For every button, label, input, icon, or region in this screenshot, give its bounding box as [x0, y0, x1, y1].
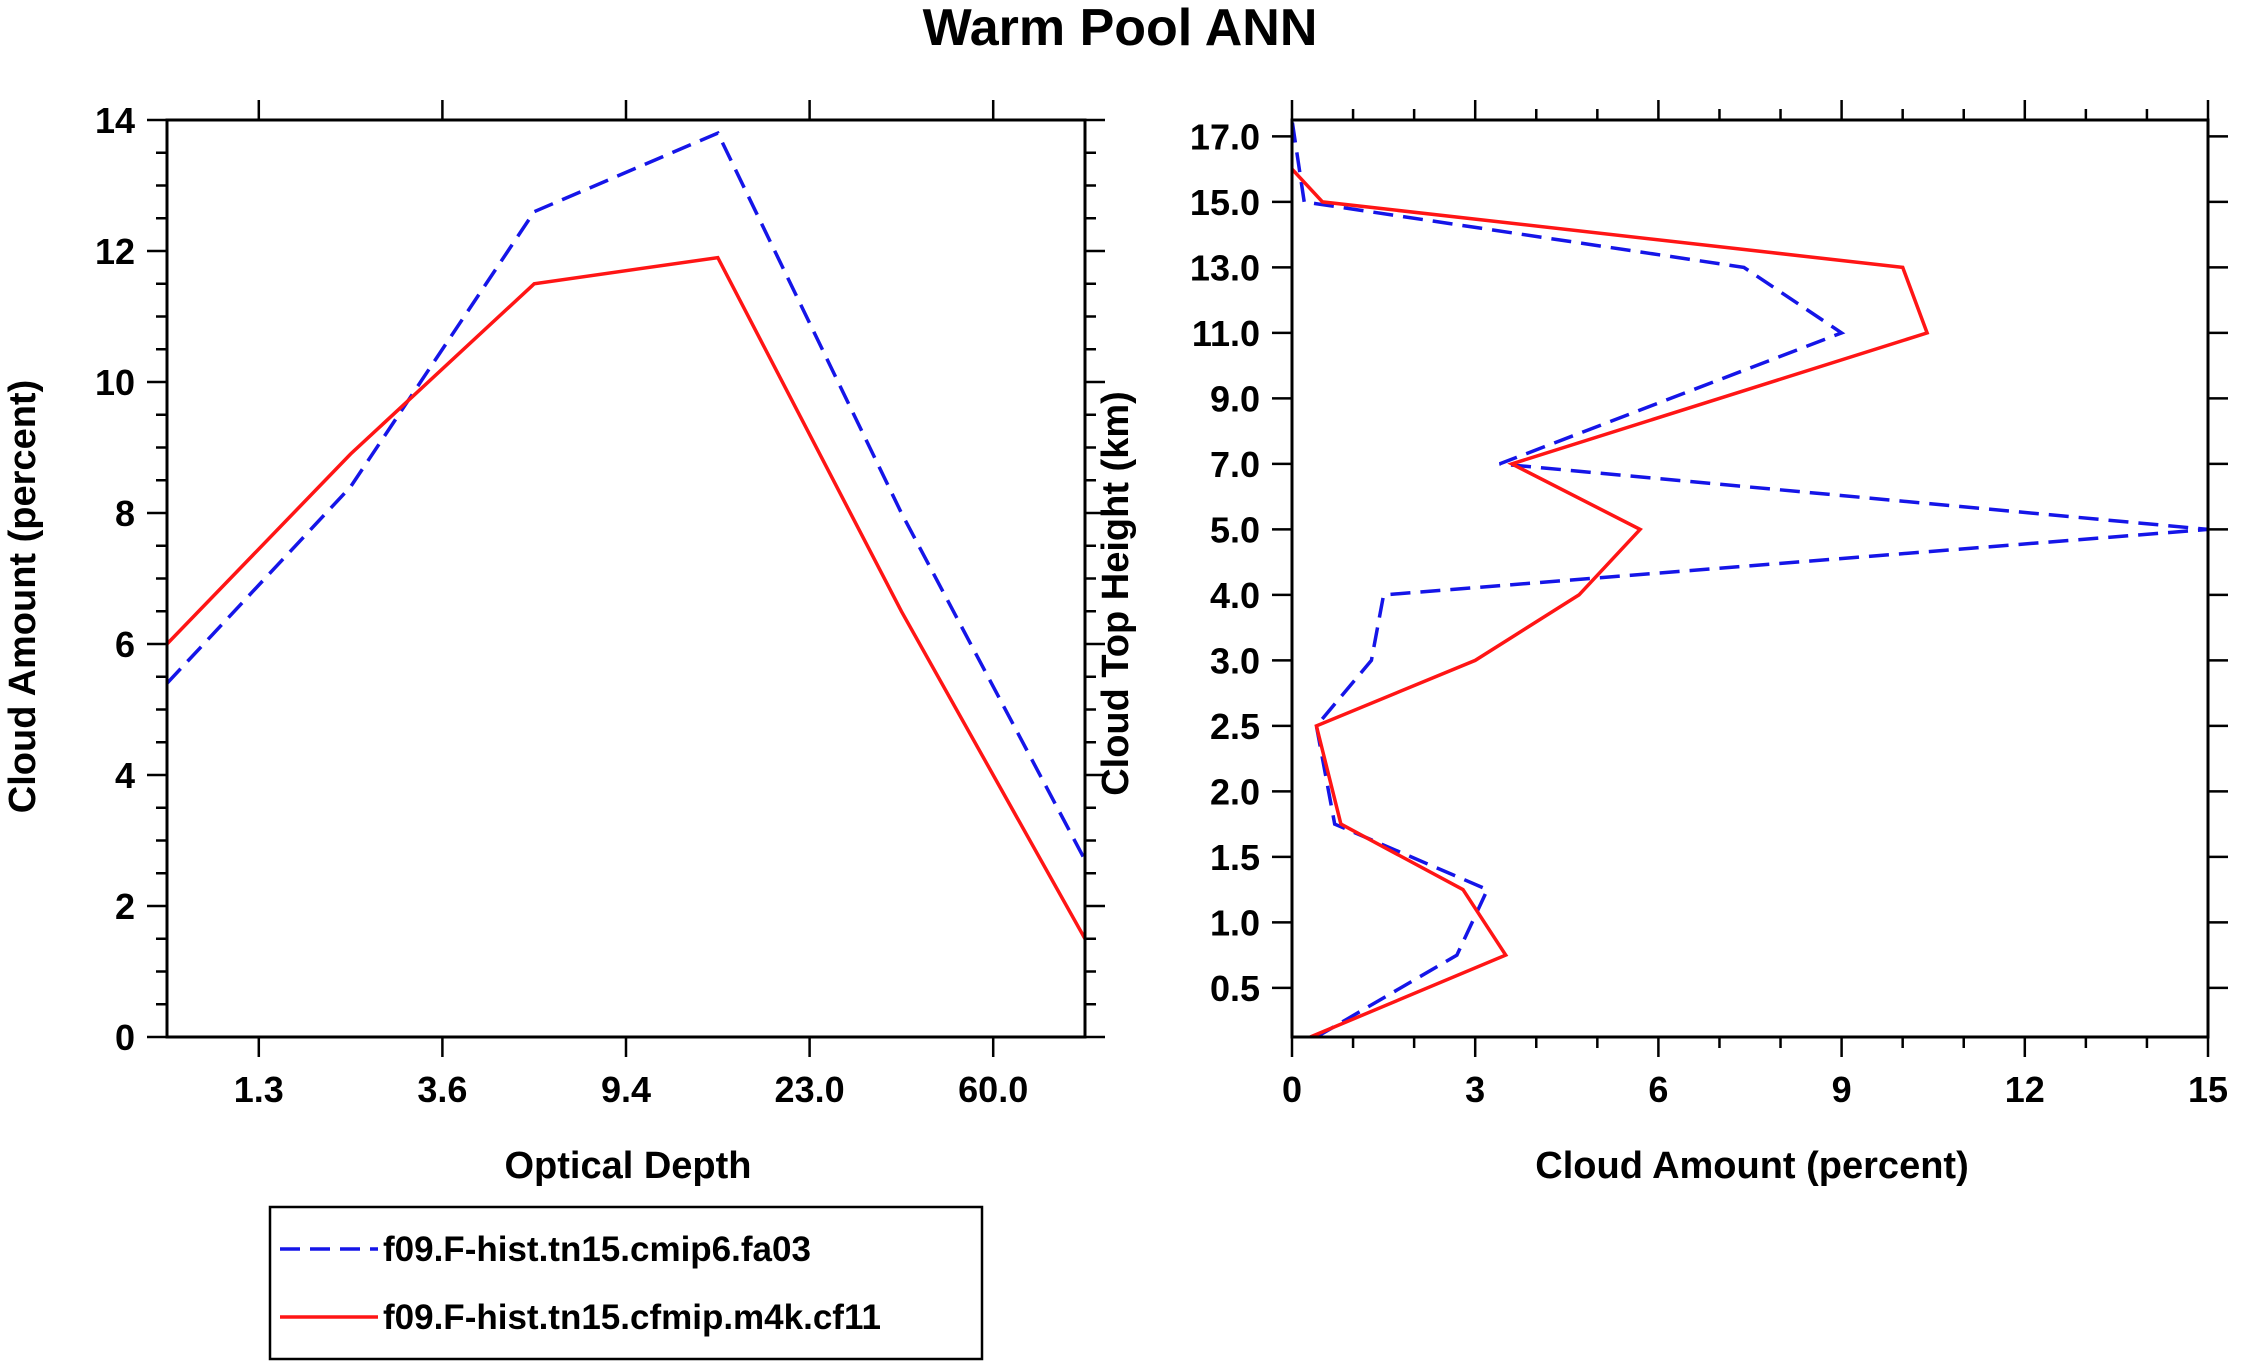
left-x-tick-label: 23.0 — [775, 1069, 845, 1110]
legend-label-cfmip: f09.F-hist.tn15.cfmip.m4k.cf11 — [383, 1298, 881, 1337]
right-x-axis-label: Cloud Amount (percent) — [1535, 1145, 1968, 1187]
right-x-tick-label: 15 — [2188, 1069, 2228, 1110]
right-series-cmip6-line — [1290, 119, 2209, 1039]
left-x-tick-label: 60.0 — [958, 1069, 1028, 1110]
right-y-tick-label: 15.0 — [1190, 182, 1260, 223]
legend: f09.F-hist.tn15.cmip6.fa03 f09.F-hist.tn… — [268, 1205, 984, 1361]
left-series-cfmip-line — [165, 255, 1087, 940]
right-y-tick-label: 7.0 — [1210, 444, 1260, 485]
right-y-tick-label: 2.5 — [1210, 706, 1260, 747]
left-y-tick-label: 8 — [115, 493, 135, 534]
left-y-axis-label: Cloud Amount (percent) — [2, 380, 44, 813]
left-series-cmip6-line — [165, 130, 1087, 861]
right-series-cfmip-line — [1290, 167, 1930, 1039]
left-y-tick-label: 0 — [115, 1017, 135, 1058]
right-x-tick-label: 12 — [2005, 1069, 2045, 1110]
right-plot-frame — [1290, 118, 2210, 1039]
right-x-tick-label: 9 — [1832, 1069, 1852, 1110]
left-y-tick-label: 14 — [95, 100, 135, 141]
left-y-tick-label: 10 — [95, 362, 135, 403]
legend-box — [268, 1205, 984, 1361]
left-panel-optical-depth: 0 2 4 6 8 10 12 14 1.3 3.6 9.4 23.0 60.0 Optical Dept… — [2, 100, 1105, 1187]
right-y-axis-label: Cloud Top Height (km) — [1095, 391, 1137, 796]
right-y-tick-label: 3.0 — [1210, 640, 1260, 681]
right-y-tick-label: 13.0 — [1190, 247, 1260, 288]
right-y-tick-label: 0.5 — [1210, 968, 1260, 1009]
right-x-tick-label: 6 — [1648, 1069, 1668, 1110]
right-x-tick-label: 0 — [1282, 1069, 1302, 1110]
figure-title: Warm Pool ANN — [923, 0, 1318, 57]
left-y-tick-label: 12 — [95, 231, 135, 272]
right-y-tick-label: 9.0 — [1210, 378, 1260, 419]
left-y-tick-label: 2 — [115, 886, 135, 927]
legend-label-cmip6: f09.F-hist.tn15.cmip6.fa03 — [383, 1230, 811, 1269]
right-x-tick-label: 3 — [1465, 1069, 1485, 1110]
left-x-tick-label: 3.6 — [417, 1069, 467, 1110]
left-x-tick-label: 9.4 — [601, 1069, 651, 1110]
left-plot-frame — [165, 118, 1087, 1039]
right-y-tick-label: 1.0 — [1210, 902, 1260, 943]
right-y-tick-label: 5.0 — [1210, 509, 1260, 550]
right-y-tick-label: 1.5 — [1210, 837, 1260, 878]
left-x-tick-label: 1.3 — [234, 1069, 284, 1110]
right-y-tick-label: 2.0 — [1210, 771, 1260, 812]
right-y-tick-label: 4.0 — [1210, 575, 1260, 616]
left-x-axis-label: Optical Depth — [504, 1145, 751, 1187]
right-y-tick-label: 11.0 — [1192, 313, 1260, 354]
left-y-tick-label: 4 — [115, 755, 135, 796]
right-panel-cloud-top-height: 0 3 6 9 12 15 0.5 1.0 1.5 2.0 2.5 3.0 4.0 5.0 7.0 9.0 11… — [1095, 100, 2228, 1187]
right-y-tick-label: 17.0 — [1190, 116, 1260, 157]
left-y-tick-label: 6 — [115, 624, 135, 665]
